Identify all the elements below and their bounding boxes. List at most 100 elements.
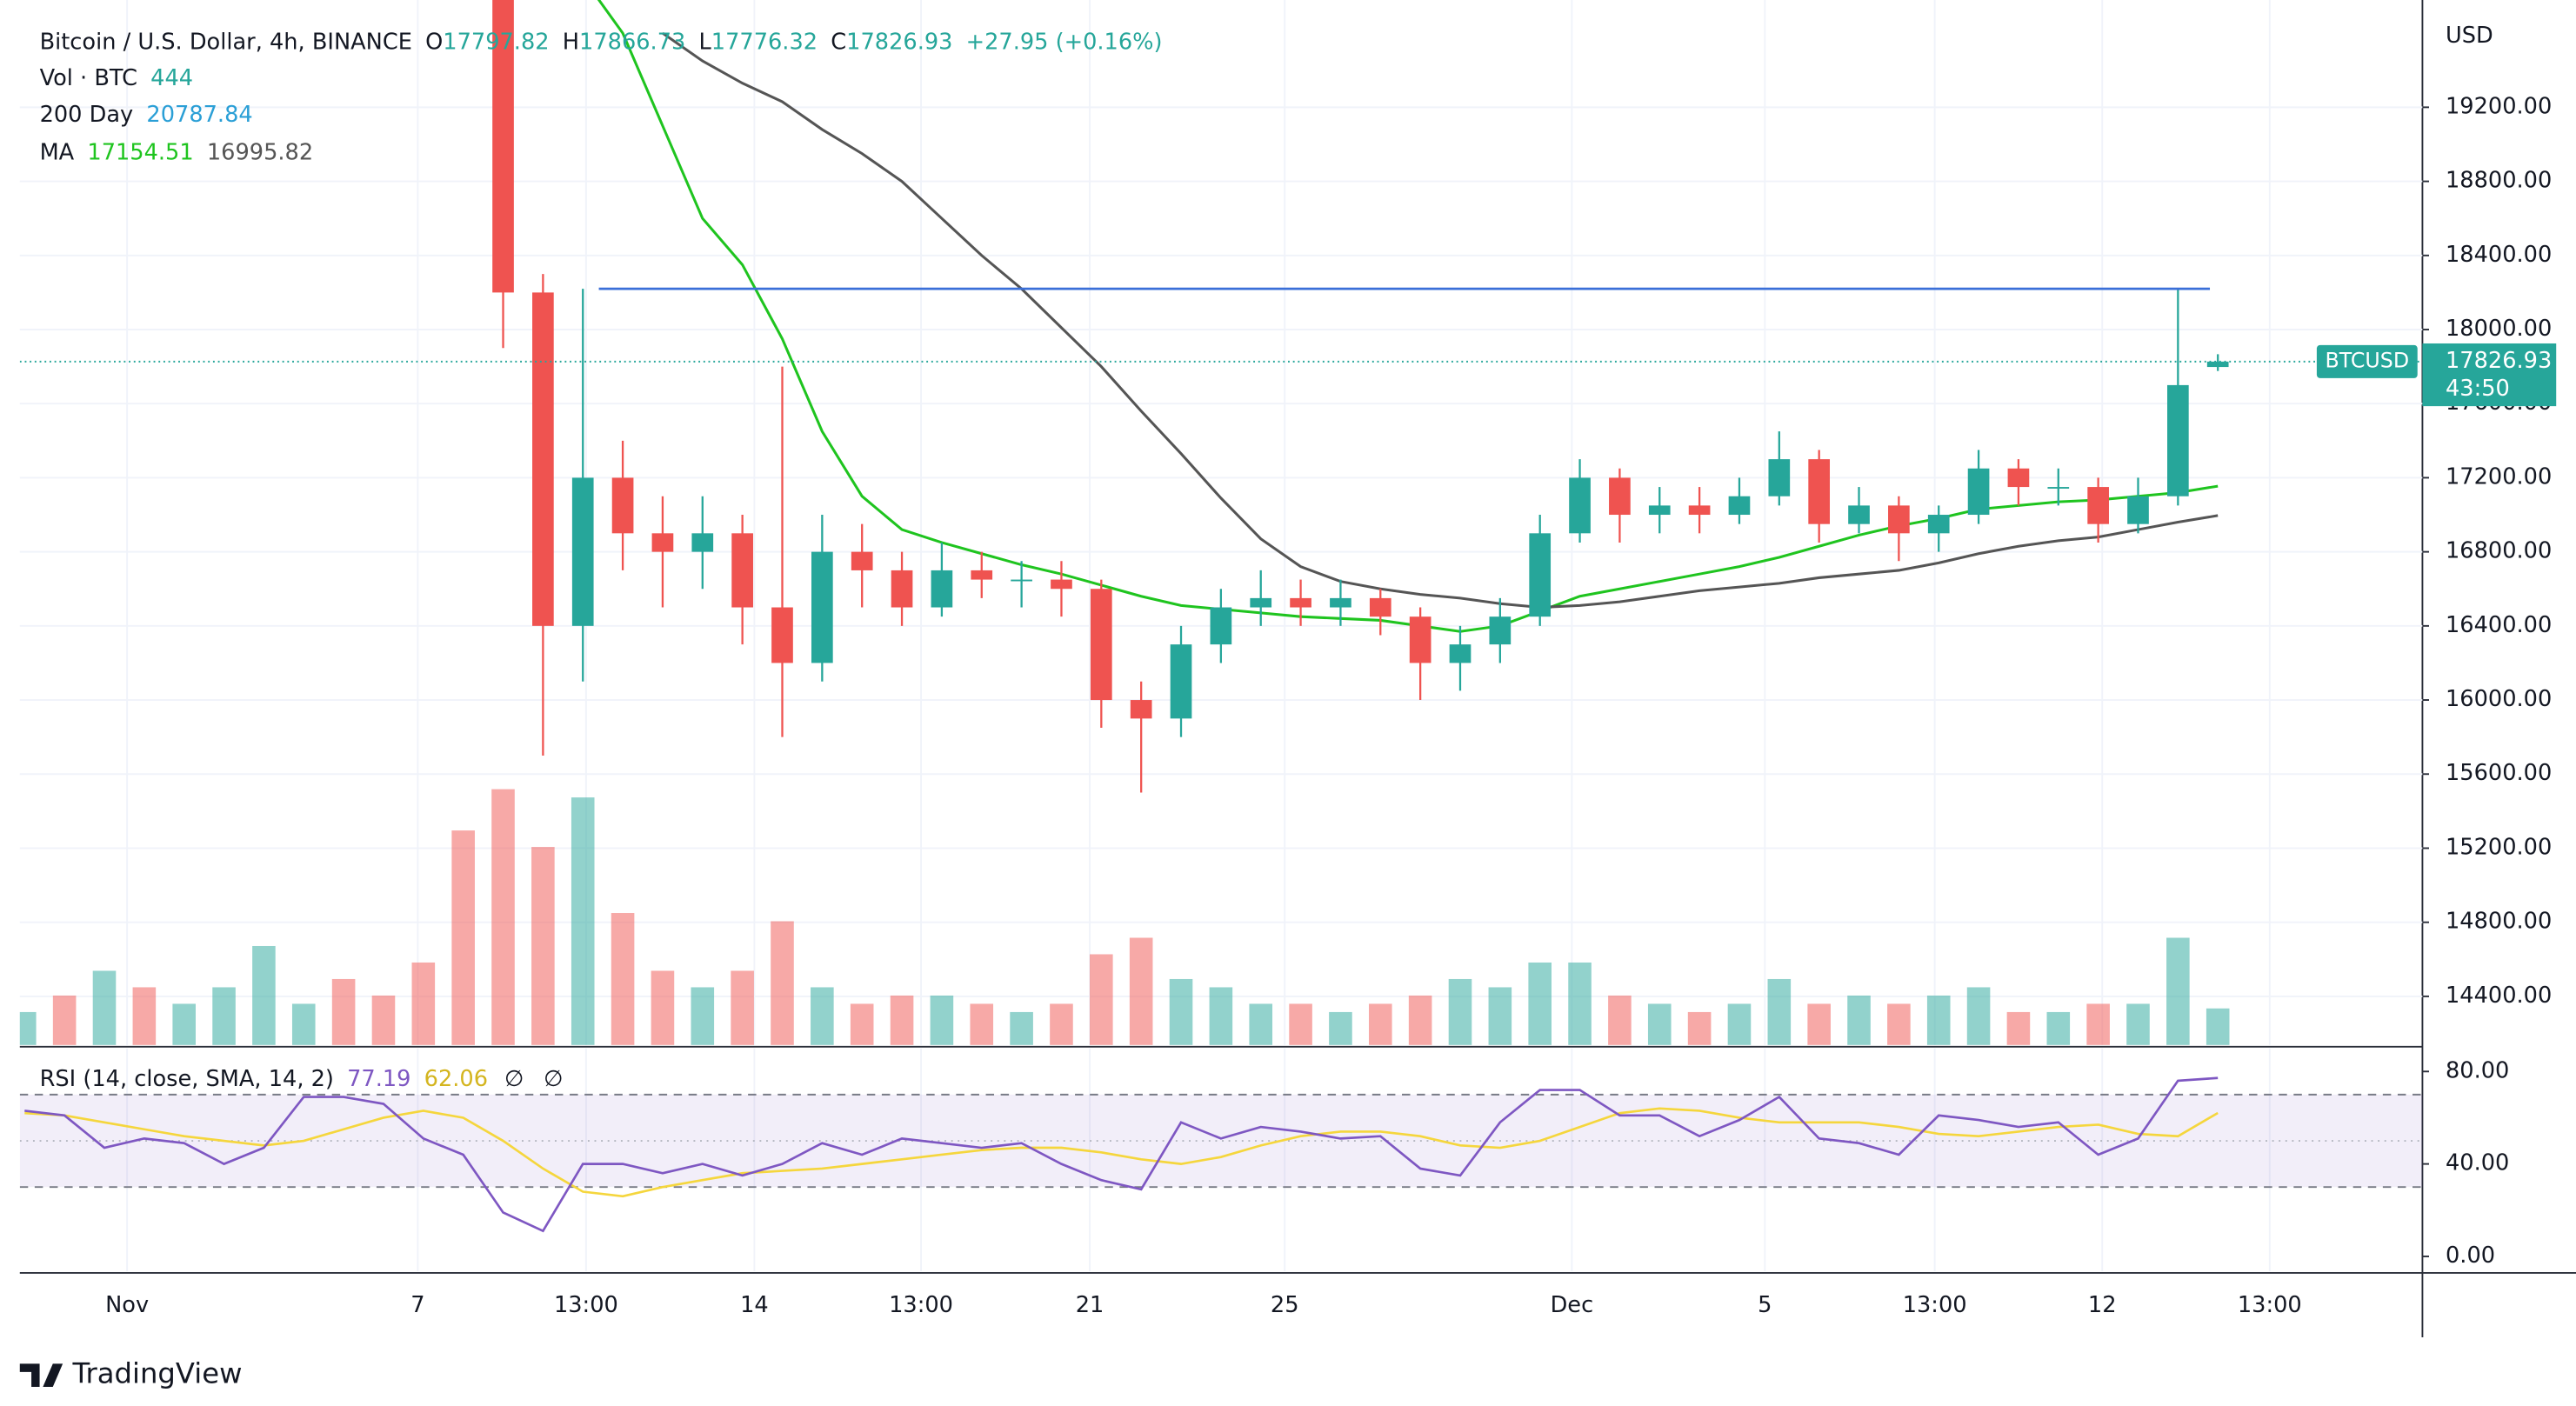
legend-item: 17154.51 bbox=[87, 140, 193, 166]
legend-item: Bitcoin / U.S. Dollar, 4h, BINANCE bbox=[40, 29, 412, 55]
candle-body bbox=[571, 477, 594, 626]
candle-body bbox=[1250, 597, 1272, 608]
volume-bar bbox=[451, 830, 475, 1045]
volume-bar bbox=[970, 1003, 994, 1045]
y-tick-label: 16000.00 bbox=[2446, 686, 2552, 712]
candle-body bbox=[2166, 384, 2189, 496]
volume-bar bbox=[1329, 1011, 1352, 1045]
volume-bar bbox=[19, 1011, 37, 1045]
candle-body bbox=[1449, 644, 1472, 663]
legend-item: +27.95 (+0.16%) bbox=[966, 29, 1163, 55]
volume-bar bbox=[1408, 995, 1432, 1045]
x-tick-label: Dec bbox=[1551, 1292, 1594, 1318]
candle-body bbox=[1648, 505, 1671, 516]
candle-body bbox=[1170, 644, 1192, 719]
legend-item: 77.19 bbox=[347, 1066, 410, 1092]
candle-body bbox=[2127, 496, 2149, 524]
y-tick-label: 19200.00 bbox=[2446, 93, 2552, 119]
volume-bar bbox=[1926, 995, 1951, 1045]
candle-body bbox=[691, 533, 714, 552]
candle-body bbox=[891, 570, 913, 608]
volume-bar bbox=[1687, 1011, 1712, 1045]
volume-bar bbox=[1528, 962, 1552, 1045]
x-tick-label: 25 bbox=[1271, 1292, 1299, 1318]
legend-item: C bbox=[831, 29, 846, 55]
candle-body bbox=[1569, 477, 1591, 534]
candle-body bbox=[1888, 505, 1910, 534]
brand-logo bbox=[19, 1363, 63, 1387]
x-tick-label: 21 bbox=[1076, 1292, 1104, 1318]
legend-item: MA bbox=[40, 140, 75, 166]
price-pane bbox=[19, 0, 2423, 793]
candle-body bbox=[1688, 505, 1711, 516]
legend-item: 16995.82 bbox=[207, 140, 313, 166]
volume-bar bbox=[371, 995, 396, 1045]
symbol-badge bbox=[2316, 344, 2418, 378]
candle-body bbox=[1290, 597, 1311, 608]
candle-body bbox=[2047, 487, 2070, 489]
candle-body bbox=[731, 533, 753, 608]
grid bbox=[19, 0, 2423, 1272]
y-tick-label: 14800.00 bbox=[2446, 909, 2552, 935]
candle-body bbox=[1609, 477, 1631, 516]
y-tick-label: 17200.00 bbox=[2446, 463, 2552, 490]
legend-item: O bbox=[425, 29, 443, 55]
volume-bar bbox=[1568, 962, 1592, 1045]
legend-item: 17866.73 bbox=[579, 29, 685, 55]
volume-bar bbox=[651, 970, 675, 1045]
candle-body bbox=[811, 551, 833, 663]
volume-bar bbox=[1966, 987, 1991, 1045]
legend-item: 17826.93 bbox=[846, 29, 952, 55]
candle-body bbox=[1489, 616, 1512, 645]
brand-name: TradingView bbox=[72, 1357, 243, 1390]
volume-bar bbox=[252, 945, 276, 1045]
rsi-pane bbox=[19, 1076, 2423, 1233]
y-tick-label: 15600.00 bbox=[2446, 760, 2552, 786]
candle-body bbox=[1369, 597, 1391, 617]
candle-body bbox=[771, 607, 793, 663]
legend-item: 17776.32 bbox=[711, 29, 818, 55]
volume-bar bbox=[172, 1003, 196, 1045]
moving-average bbox=[662, 31, 2219, 610]
volume-bar bbox=[771, 921, 794, 1045]
legend-line: Bitcoin / U.S. Dollar, 4h, BINANCE O17797… bbox=[40, 29, 1163, 55]
legend-item: 62.06 bbox=[424, 1066, 488, 1092]
x-tick-label: 14 bbox=[740, 1292, 769, 1318]
volume-bar bbox=[212, 987, 236, 1045]
volume-bar bbox=[491, 789, 515, 1045]
volume-bar bbox=[1090, 954, 1113, 1045]
volume-bar bbox=[811, 987, 834, 1045]
candle-body bbox=[611, 477, 634, 534]
y-tick-label: 18400.00 bbox=[2446, 242, 2552, 268]
volume-bar bbox=[1209, 987, 1233, 1045]
volume-bar bbox=[850, 1003, 874, 1045]
candle-body bbox=[1808, 459, 1831, 524]
volume-bar bbox=[1448, 978, 1472, 1045]
volume-bar bbox=[331, 978, 356, 1045]
x-tick-label: 13:00 bbox=[1903, 1292, 1967, 1318]
candle-body bbox=[1768, 459, 1791, 496]
volume-bar bbox=[930, 995, 954, 1045]
volume-bar bbox=[1608, 995, 1632, 1045]
candle-body bbox=[1967, 468, 1990, 516]
volume-bar bbox=[1368, 1003, 1392, 1045]
price-badge-label: 17826.93 bbox=[2446, 348, 2552, 374]
candle-body bbox=[1927, 515, 1950, 534]
volume-bar bbox=[1169, 978, 1193, 1045]
volume-bar bbox=[1647, 1003, 1672, 1045]
volume-bar bbox=[1010, 1011, 1033, 1045]
volume-bar bbox=[1847, 995, 1871, 1045]
volume-bar bbox=[2006, 1011, 2031, 1045]
x-tick-label: 5 bbox=[1758, 1292, 1772, 1318]
candle-body bbox=[1210, 607, 1232, 645]
volume-bar bbox=[132, 987, 157, 1045]
y-tick-label: 14400.00 bbox=[2446, 983, 2552, 1009]
volume-bar bbox=[2046, 1011, 2071, 1045]
rsi-line bbox=[24, 1076, 2219, 1233]
x-tick-label: 13:00 bbox=[2238, 1292, 2302, 1318]
x-tick-label: Nov bbox=[105, 1292, 149, 1318]
legend-item: 444 bbox=[150, 65, 193, 91]
volume-bar bbox=[1887, 1003, 1911, 1045]
